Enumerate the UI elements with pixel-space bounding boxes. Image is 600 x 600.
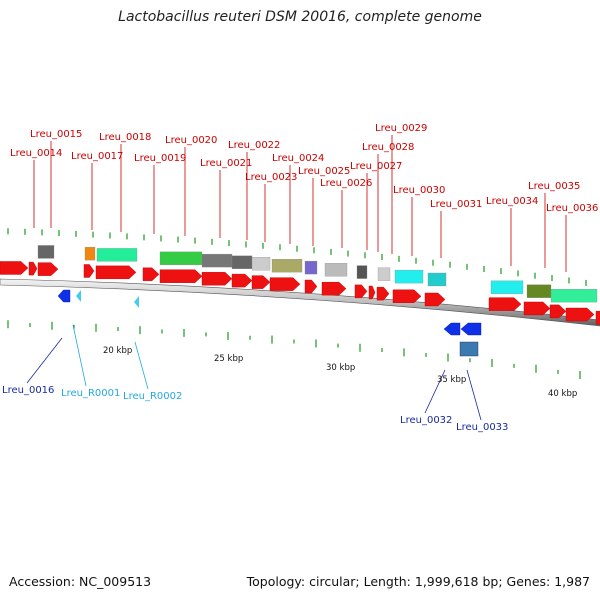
cog-box — [377, 267, 391, 281]
cog-box — [526, 284, 552, 298]
gene-label: Lreu_0030 — [393, 185, 445, 196]
cog-box — [159, 251, 203, 265]
cog-box — [96, 248, 138, 262]
cog-box — [201, 253, 233, 268]
gene-label: Lreu_R0002 — [123, 391, 182, 402]
gene-label: Lreu_0036 — [546, 203, 598, 214]
leader-line — [466, 369, 482, 421]
cog-box — [231, 255, 253, 269]
gene-label: Lreu_0018 — [99, 132, 151, 143]
gene-label: Lreu_R0001 — [61, 388, 120, 399]
cds-arrow — [443, 322, 461, 336]
cds-arrow — [201, 272, 233, 286]
gene-label: Lreu_0033 — [456, 422, 508, 433]
cog-box — [427, 272, 447, 287]
cds-arrow — [523, 301, 551, 316]
cds-arrow — [424, 292, 446, 307]
cds-arrow — [37, 262, 59, 276]
gene-label: Lreu_0032 — [400, 415, 452, 426]
label-leaders — [26, 135, 567, 421]
cds-arrow — [28, 261, 38, 276]
cds-arrow — [460, 322, 482, 336]
genome-summary: Topology: circular; Length: 1,999,618 bp… — [246, 574, 590, 589]
cog-boxes — [37, 245, 598, 303]
scale-label: 25 kbp — [214, 354, 243, 364]
gene-label: Lreu_0029 — [375, 123, 427, 134]
cds-arrow — [231, 273, 253, 288]
cog-box — [394, 269, 424, 284]
leader-line — [72, 324, 87, 387]
gene-label: Lreu_0027 — [350, 161, 402, 172]
scale-label: 20 kbp — [103, 346, 132, 356]
cds-arrow — [83, 264, 95, 278]
cds-arrow — [304, 279, 318, 294]
cds-arrow — [142, 267, 160, 282]
gene-label: Lreu_0016 — [2, 385, 54, 396]
gene-label: Lreu_0015 — [30, 129, 82, 140]
cog-box — [356, 265, 368, 279]
gene-label: Lreu_0025 — [298, 166, 350, 177]
gene-label: Lreu_0031 — [430, 199, 482, 210]
cds-arrow — [159, 269, 203, 283]
scale-labels: 20 kbp 25 kbp 30 kbp 35 kbp 40 kbp — [103, 346, 577, 399]
map-title: Lactobacillus reuteri DSM 20016, complet… — [118, 9, 482, 25]
cog-box — [550, 289, 598, 303]
cds-arrow — [595, 310, 600, 325]
gene-label: Lreu_0020 — [165, 135, 217, 146]
cds-arrow — [565, 307, 595, 322]
cds-arrow — [354, 284, 368, 299]
gene-label: Lreu_0035 — [528, 181, 580, 192]
cds-arrow — [488, 297, 522, 311]
cog-box — [459, 341, 479, 357]
cds-arrows — [0, 261, 600, 357]
gene-label: Lreu_0019 — [134, 153, 186, 164]
gene-label: Lreu_0017 — [71, 151, 123, 162]
gene-label: Lreu_0022 — [228, 140, 280, 151]
cds-arrow — [321, 281, 347, 296]
rna-marker — [76, 290, 81, 302]
cds-arrow — [95, 265, 137, 280]
gene-label: Lreu_0028 — [362, 142, 414, 153]
cds-arrow — [376, 286, 390, 301]
cog-box — [37, 245, 55, 259]
cds-arrow — [57, 289, 71, 303]
cog-box — [490, 280, 524, 294]
cds-arrow — [549, 304, 567, 319]
tick-marks — [7, 228, 587, 380]
gene-label: Lreu_0023 — [245, 172, 297, 183]
accession-text: Accession: NC_009513 — [9, 574, 152, 589]
rna-marker — [134, 296, 139, 308]
cog-box — [251, 257, 271, 271]
leader-line — [26, 337, 63, 384]
cds-arrow — [392, 289, 422, 303]
cds-arrow — [0, 261, 29, 275]
gene-label: Lreu_0034 — [486, 196, 538, 207]
cog-box — [304, 260, 318, 275]
cds-arrow — [251, 275, 271, 289]
leader-line — [424, 369, 446, 414]
cds-arrow — [269, 277, 301, 291]
gene-label: Lreu_0014 — [10, 148, 62, 159]
genome-backbone — [0, 278, 600, 327]
scale-label: 40 kbp — [548, 389, 577, 399]
leader-line — [134, 341, 149, 390]
scale-label: 35 kbp — [437, 375, 466, 385]
gene-labels: Lreu_0014 Lreu_0015 Lreu_0017 Lreu_0018 Lreu… — [2, 123, 598, 433]
gene-label: Lreu_0026 — [320, 178, 372, 189]
gene-label: Lreu_0024 — [272, 153, 324, 164]
scale-label: 30 kbp — [326, 363, 355, 373]
gene-label: Lreu_0021 — [200, 158, 252, 169]
cog-box — [271, 259, 303, 273]
cds-arrow — [368, 285, 376, 300]
cog-box — [84, 247, 96, 261]
cog-box — [324, 263, 348, 277]
